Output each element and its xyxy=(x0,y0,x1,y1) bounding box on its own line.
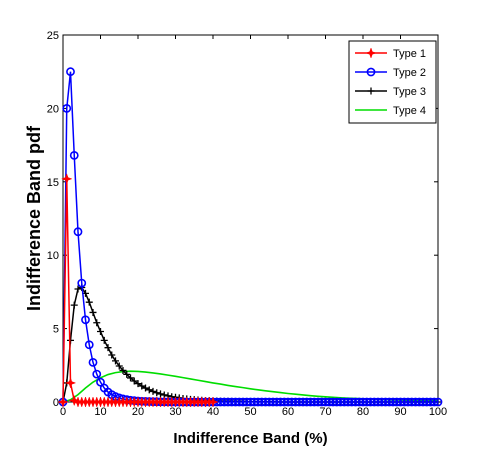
data-point xyxy=(433,397,443,407)
legend-item: Type 3 xyxy=(355,86,426,98)
y-tick-label: 15 xyxy=(47,177,59,189)
data-point xyxy=(134,380,142,388)
y-axis-label: Indifference Band pdf xyxy=(24,125,44,311)
data-point xyxy=(429,397,439,407)
data-point xyxy=(138,382,146,390)
data-point xyxy=(112,357,119,365)
legend-label: Type 3 xyxy=(393,86,426,98)
data-point xyxy=(104,344,112,352)
x-tick-label: 100 xyxy=(429,406,447,418)
data-point xyxy=(97,328,104,336)
data-point xyxy=(365,47,377,59)
data-point xyxy=(89,308,97,316)
legend-item: Type 4 xyxy=(355,105,426,117)
data-point xyxy=(119,366,127,374)
data-point xyxy=(60,173,73,185)
data-point xyxy=(145,386,153,394)
legend: Type 1 Type 2 Type 3 Type 4 xyxy=(348,40,437,124)
x-tick-label: 70 xyxy=(319,406,331,418)
data-point xyxy=(92,369,102,379)
data-point xyxy=(74,285,82,293)
legend-label: Type 4 xyxy=(393,105,426,117)
data-point xyxy=(149,387,157,395)
data-point xyxy=(68,394,81,407)
y-tick-label: 5 xyxy=(53,324,59,336)
x-tick-label: 20 xyxy=(132,406,144,418)
data-point xyxy=(64,377,77,389)
data-point xyxy=(115,362,123,370)
y-tick-label: 10 xyxy=(47,250,59,262)
data-point xyxy=(153,389,161,397)
data-point xyxy=(130,377,138,385)
x-tick-label: 10 xyxy=(94,406,106,418)
data-point xyxy=(367,87,375,95)
x-tick-label: 80 xyxy=(357,406,369,418)
data-point xyxy=(70,301,78,309)
data-point xyxy=(88,357,98,367)
data-point xyxy=(84,340,94,350)
legend-item: Type 2 xyxy=(355,67,426,79)
x-tick-label: 50 xyxy=(244,406,256,418)
data-point xyxy=(123,370,131,378)
series-layer xyxy=(57,67,443,408)
data-point xyxy=(127,374,134,382)
y-tick-label: 25 xyxy=(47,30,59,42)
y-tick-label: 0 xyxy=(53,397,59,409)
data-point xyxy=(66,67,75,77)
x-tick-label: 90 xyxy=(394,406,406,418)
data-point xyxy=(62,104,72,113)
data-point xyxy=(100,336,108,344)
x-axis-label: Indifference Band (%) xyxy=(173,430,327,447)
x-tick-label: 40 xyxy=(207,406,219,418)
x-tick-label: 30 xyxy=(169,406,181,418)
legend-label: Type 1 xyxy=(393,48,426,60)
y-tick-label: 20 xyxy=(47,103,59,115)
data-point xyxy=(81,315,90,325)
data-point xyxy=(93,319,101,327)
series-line xyxy=(62,286,438,403)
data-point xyxy=(77,278,87,288)
data-point xyxy=(366,67,376,77)
data-point xyxy=(142,384,149,392)
data-point xyxy=(69,150,79,160)
data-point xyxy=(85,298,93,306)
data-point xyxy=(73,227,83,237)
series-type-3 xyxy=(59,283,442,406)
series-type-1 xyxy=(57,173,219,408)
x-tick-label: 0 xyxy=(60,406,66,418)
legend-item: Type 1 xyxy=(355,47,426,60)
data-point xyxy=(57,396,69,408)
data-point xyxy=(108,351,116,359)
data-point xyxy=(207,396,219,408)
x-tick-label: 60 xyxy=(282,406,294,418)
legend-label: Type 2 xyxy=(393,67,426,79)
